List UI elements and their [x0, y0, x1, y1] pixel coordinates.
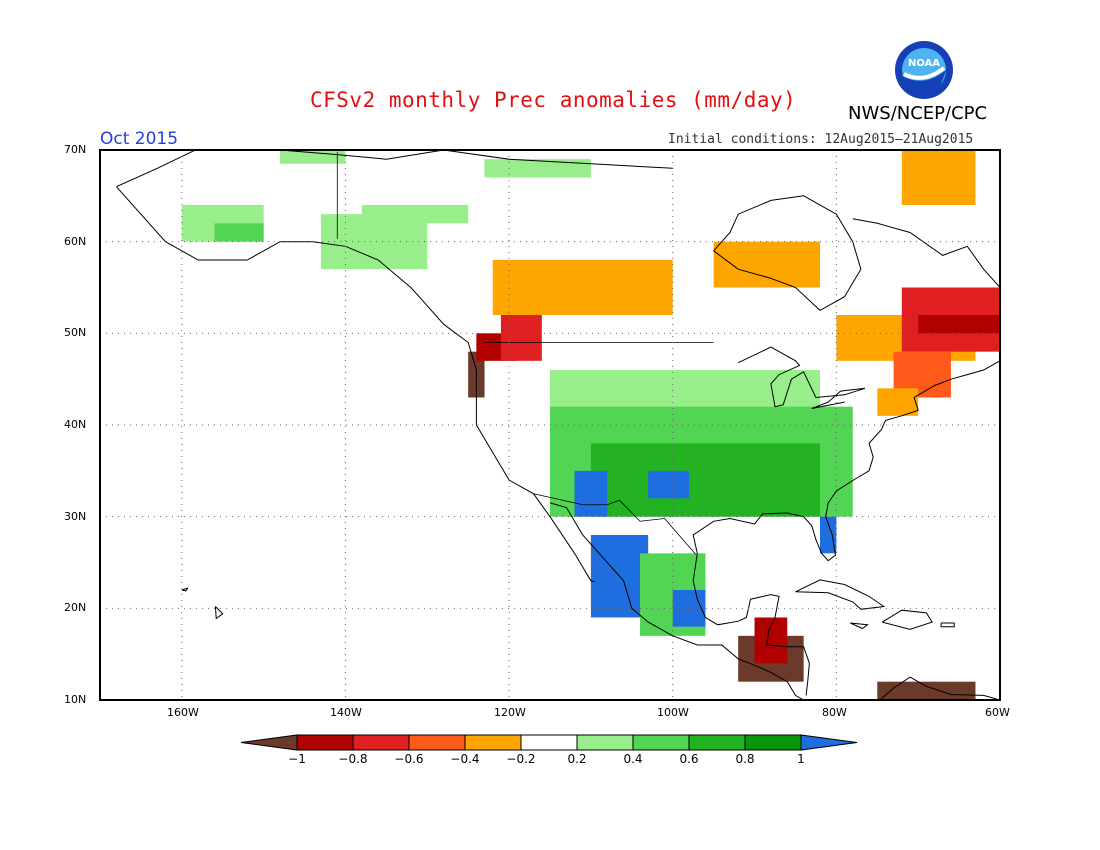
lat-label-50n: 50N: [64, 326, 87, 339]
legend-label: 0.2: [567, 752, 587, 766]
anomaly-cell: [492, 260, 673, 315]
colorbar: [240, 734, 858, 751]
lon-label-100w: 100W: [657, 706, 689, 719]
lat-label-60n: 60N: [64, 235, 87, 248]
anomaly-cell: [280, 150, 346, 164]
legend-label: −1: [288, 752, 306, 766]
colorbar-segment: [688, 734, 746, 751]
coastline: [940, 622, 955, 628]
lat-label-40n: 40N: [64, 418, 87, 431]
anomaly-cell: [754, 617, 788, 664]
coastline: [795, 579, 886, 610]
anomaly-cell: [901, 150, 976, 205]
anomaly-cell: [918, 315, 1000, 334]
legend-label: −0.2: [506, 752, 536, 766]
anomaly-cell: [320, 214, 428, 270]
legend-label: −0.4: [450, 752, 480, 766]
colorbar-segment: [632, 734, 690, 751]
anomaly-cell: [574, 470, 608, 517]
anomaly-cell: [648, 470, 690, 499]
lat-label-70n: 70N: [64, 143, 87, 156]
anomaly-cell: [500, 315, 542, 361]
coastlines: [116, 150, 1000, 700]
coastline: [692, 360, 1000, 562]
coastline: [850, 622, 869, 630]
map-title: CFSv2 monthly Prec anomalies (mm/day): [310, 88, 797, 112]
border-line: [533, 493, 696, 555]
noaa-logo-text: NOAA: [908, 58, 940, 69]
colorbar-segment: [464, 734, 522, 751]
legend-label: −0.6: [394, 752, 424, 766]
colorbar-segment: [576, 734, 634, 751]
coastline: [879, 676, 1000, 700]
coastline: [881, 609, 933, 630]
lon-label-60w: 60W: [985, 706, 1010, 719]
coastline: [713, 195, 862, 312]
anomaly-cell: [214, 223, 264, 242]
legend-label: −0.8: [338, 752, 368, 766]
colorbar-segment: [520, 734, 578, 751]
anomaly-cell: [484, 159, 591, 178]
coastline: [214, 606, 224, 620]
gridlines: [100, 150, 1000, 700]
lat-label-30n: 30N: [64, 510, 87, 523]
lon-label-80w: 80W: [822, 706, 847, 719]
map-frame: [99, 149, 1001, 701]
anomaly-cell: [361, 205, 469, 224]
anomaly-cell: [877, 681, 976, 700]
legend-label: 0.8: [735, 752, 755, 766]
coastline: [692, 553, 810, 696]
anomaly-cell: [590, 443, 820, 517]
forecast-period: Oct 2015: [100, 129, 179, 149]
anomaly-cell: [713, 241, 820, 288]
lon-label-160w: 160W: [167, 706, 199, 719]
colorbar-end-high: [800, 734, 858, 751]
agency-label: NWS/NCEP/CPC: [848, 103, 988, 124]
colorbar-segment: [744, 734, 802, 751]
lon-label-120w: 120W: [494, 706, 526, 719]
lat-label-20n: 20N: [64, 601, 87, 614]
legend-label: 0.4: [623, 752, 643, 766]
coastline: [116, 186, 596, 583]
legend-label: 0.6: [679, 752, 699, 766]
coastline: [852, 218, 1000, 288]
lat-label-10n: 10N: [64, 693, 87, 706]
coastline: [737, 346, 866, 409]
lon-label-140w: 140W: [330, 706, 362, 719]
noaa-logo: NOAA: [894, 40, 954, 100]
coastline: [181, 587, 189, 592]
legend-label: 1: [797, 752, 805, 766]
anomaly-regions: [181, 150, 1000, 700]
initial-conditions: Initial conditions: 12Aug2015–21Aug2015: [668, 132, 974, 147]
coastline: [116, 150, 673, 188]
colorbar-segment: [352, 734, 410, 751]
colorbar-segment: [296, 734, 354, 751]
coastline: [549, 502, 804, 700]
anomaly-cell: [820, 516, 837, 554]
anomaly-cell: [877, 388, 919, 416]
colorbar-segment: [408, 734, 466, 751]
colorbar-end-low: [240, 734, 298, 751]
